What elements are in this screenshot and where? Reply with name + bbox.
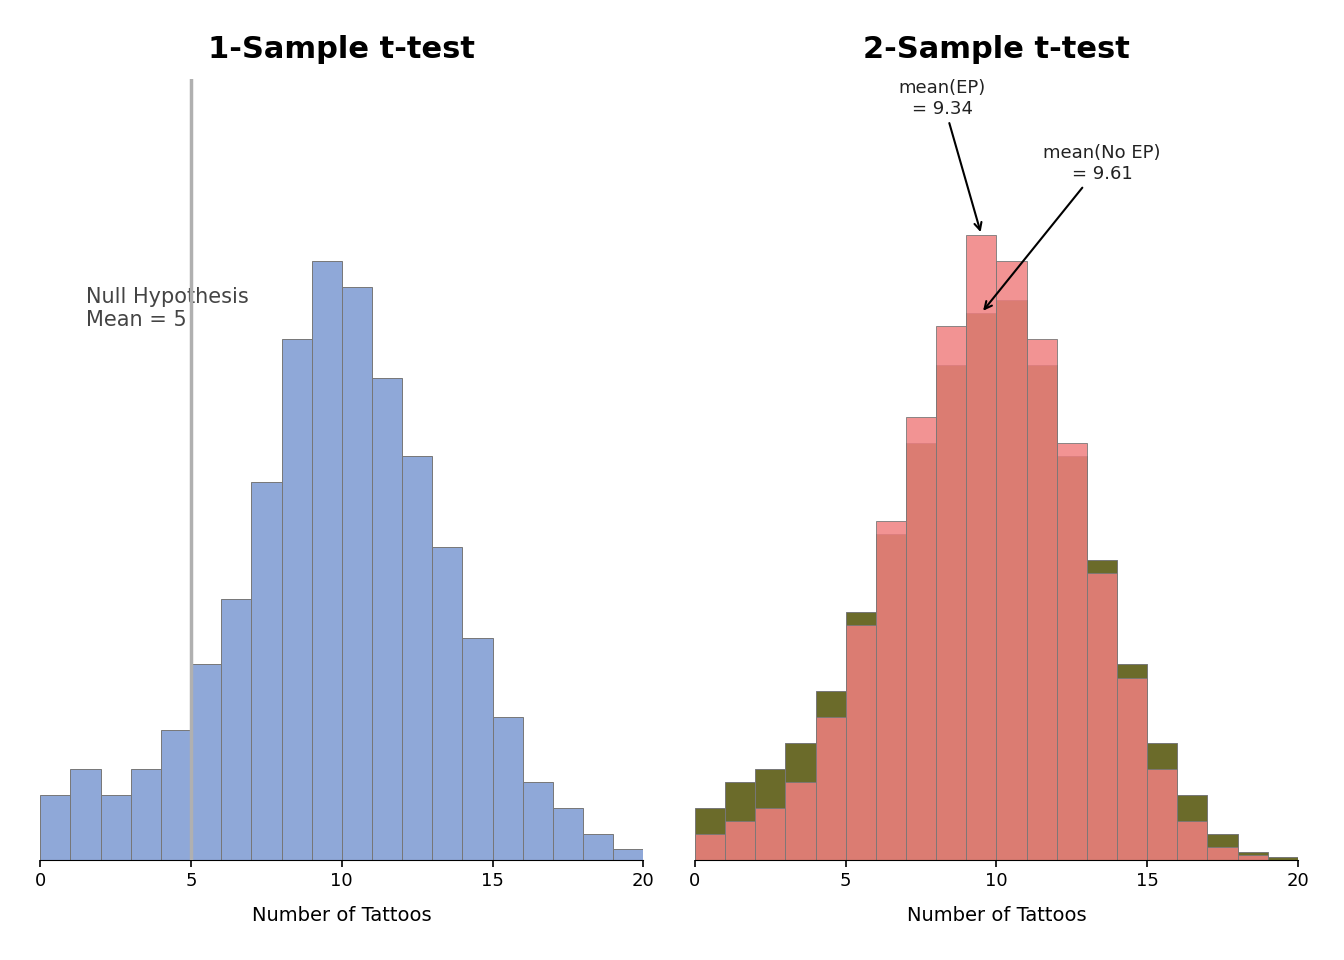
Bar	[222, 599, 251, 860]
Bar	[1117, 664, 1148, 860]
Bar	[1207, 834, 1238, 860]
Bar	[523, 781, 552, 860]
Bar	[1117, 678, 1148, 860]
Bar	[1027, 339, 1056, 860]
Bar	[1056, 444, 1087, 860]
Bar	[876, 535, 906, 860]
Bar	[552, 807, 583, 860]
Bar	[1087, 561, 1117, 860]
Bar	[101, 795, 130, 860]
Bar	[1027, 365, 1056, 860]
Bar	[583, 834, 613, 860]
Bar	[937, 365, 966, 860]
Bar	[845, 612, 876, 860]
X-axis label: Number of Tattoos: Number of Tattoos	[907, 906, 1086, 925]
Bar	[130, 769, 161, 860]
Bar	[966, 235, 996, 860]
Bar	[372, 378, 402, 860]
Text: Null Hypothesis
Mean = 5: Null Hypothesis Mean = 5	[86, 287, 249, 330]
Bar	[433, 547, 462, 860]
Bar	[191, 664, 222, 860]
Title: 2-Sample t-test: 2-Sample t-test	[863, 35, 1130, 63]
Bar	[1087, 573, 1117, 860]
Bar	[726, 781, 755, 860]
Bar	[755, 807, 785, 860]
Bar	[251, 482, 281, 860]
Bar	[966, 313, 996, 860]
Bar	[906, 444, 937, 860]
Bar	[1056, 456, 1087, 860]
Bar	[996, 300, 1027, 860]
Bar	[492, 716, 523, 860]
Bar	[70, 769, 101, 860]
Bar	[695, 807, 726, 860]
Text: mean(No EP)
= 9.61: mean(No EP) = 9.61	[985, 144, 1161, 309]
Bar	[341, 287, 372, 860]
Bar	[876, 521, 906, 860]
Bar	[402, 456, 433, 860]
Bar	[1148, 769, 1177, 860]
Bar	[40, 795, 70, 860]
Bar	[1267, 857, 1298, 860]
Bar	[906, 417, 937, 860]
Bar	[785, 743, 816, 860]
Bar	[816, 690, 845, 860]
Bar	[312, 261, 341, 860]
Bar	[613, 850, 644, 860]
Bar	[845, 625, 876, 860]
Title: 1-Sample t-test: 1-Sample t-test	[208, 35, 476, 63]
Bar	[755, 769, 785, 860]
Bar	[1148, 743, 1177, 860]
Bar	[1177, 821, 1207, 860]
Bar	[695, 834, 726, 860]
Bar	[281, 339, 312, 860]
Bar	[937, 326, 966, 860]
X-axis label: Number of Tattoos: Number of Tattoos	[251, 906, 431, 925]
Bar	[1238, 852, 1267, 860]
Bar	[1207, 847, 1238, 860]
Bar	[726, 821, 755, 860]
Bar	[996, 261, 1027, 860]
Bar	[1238, 854, 1267, 860]
Bar	[816, 716, 845, 860]
Bar	[1177, 795, 1207, 860]
Bar	[462, 638, 492, 860]
Bar	[785, 781, 816, 860]
Text: mean(EP)
= 9.34: mean(EP) = 9.34	[899, 79, 985, 229]
Bar	[161, 730, 191, 860]
